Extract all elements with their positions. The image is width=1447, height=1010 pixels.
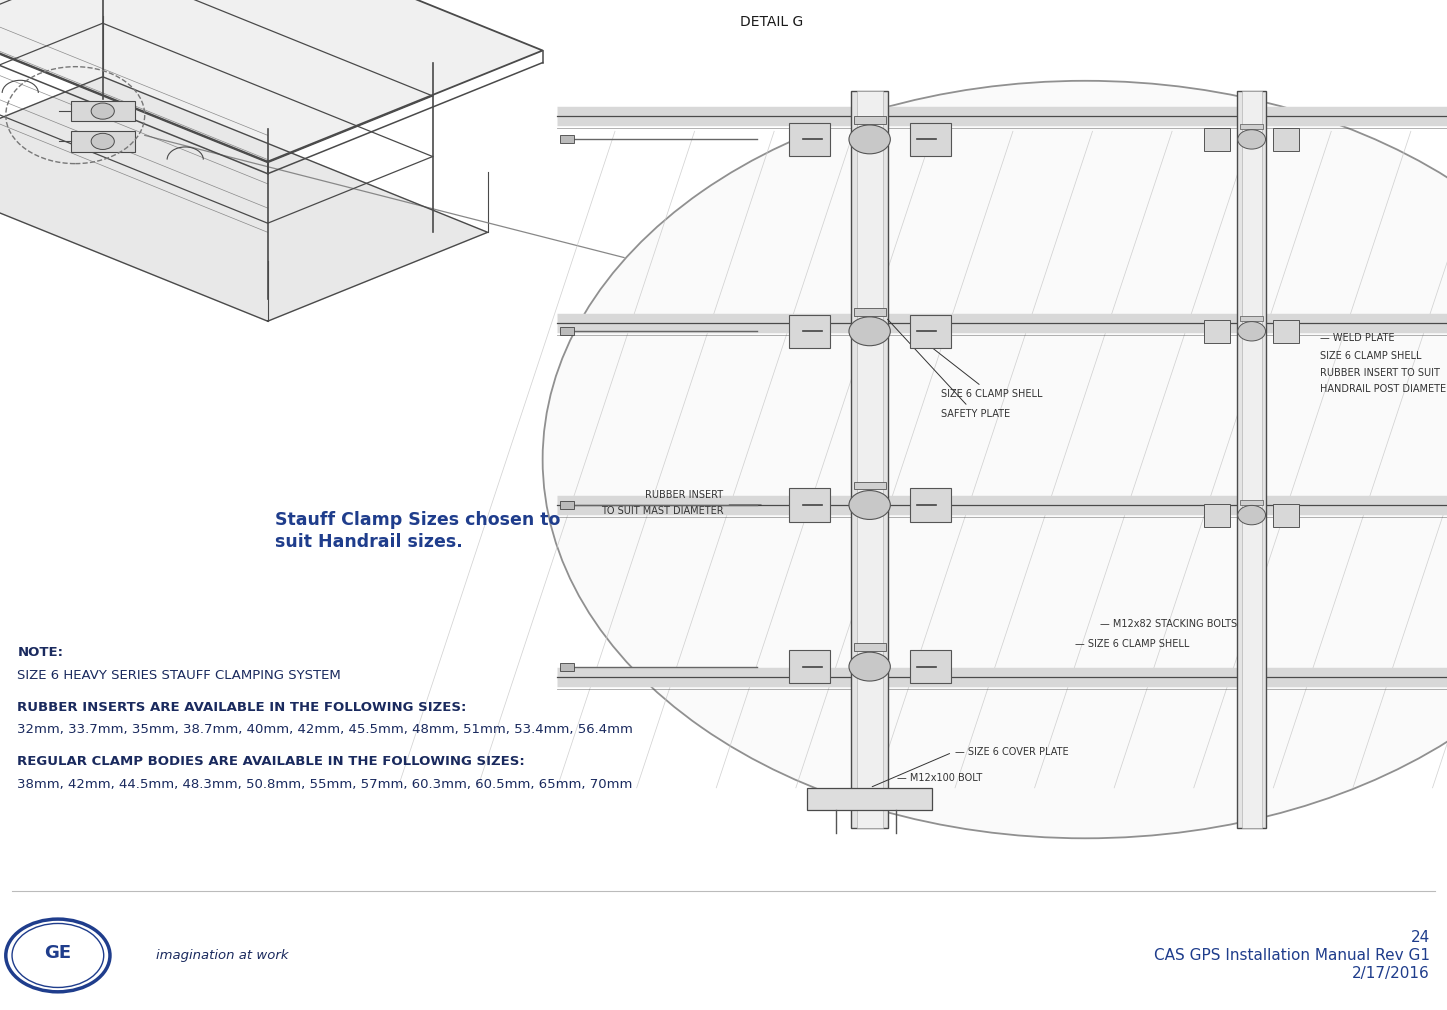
FancyBboxPatch shape <box>910 315 951 347</box>
FancyBboxPatch shape <box>851 91 888 828</box>
Polygon shape <box>0 0 543 162</box>
Text: — SIZE 6 CLAMP SHELL: — SIZE 6 CLAMP SHELL <box>1075 639 1189 649</box>
FancyBboxPatch shape <box>854 482 886 490</box>
Text: RUBBER INSERTS ARE AVAILABLE IN THE FOLLOWING SIZES:: RUBBER INSERTS ARE AVAILABLE IN THE FOLL… <box>17 701 467 714</box>
Polygon shape <box>0 77 488 321</box>
FancyBboxPatch shape <box>1237 91 1266 828</box>
FancyBboxPatch shape <box>71 131 135 152</box>
FancyBboxPatch shape <box>1240 124 1263 129</box>
FancyBboxPatch shape <box>789 650 829 683</box>
Circle shape <box>849 125 890 154</box>
FancyBboxPatch shape <box>1240 500 1263 505</box>
FancyBboxPatch shape <box>560 135 574 143</box>
FancyBboxPatch shape <box>1240 316 1263 321</box>
FancyBboxPatch shape <box>857 91 883 828</box>
Circle shape <box>91 133 114 149</box>
Text: 2/17/2016: 2/17/2016 <box>1351 967 1430 981</box>
Circle shape <box>1237 505 1266 525</box>
FancyBboxPatch shape <box>854 308 886 316</box>
FancyBboxPatch shape <box>560 663 574 671</box>
FancyBboxPatch shape <box>1273 128 1299 150</box>
Text: — M12x100 BOLT: — M12x100 BOLT <box>897 773 983 783</box>
FancyBboxPatch shape <box>1204 128 1230 150</box>
FancyBboxPatch shape <box>560 327 574 335</box>
Circle shape <box>6 919 110 992</box>
FancyBboxPatch shape <box>854 643 886 651</box>
Text: DETAIL G: DETAIL G <box>739 15 803 29</box>
Text: GE: GE <box>45 944 71 963</box>
Text: — WELD PLATE: — WELD PLATE <box>1320 333 1393 343</box>
Text: NOTE:: NOTE: <box>17 646 64 660</box>
FancyBboxPatch shape <box>910 489 951 521</box>
FancyBboxPatch shape <box>560 501 574 509</box>
Circle shape <box>849 652 890 681</box>
Text: TO SUIT MAST DIAMETER: TO SUIT MAST DIAMETER <box>601 506 724 516</box>
Text: 24: 24 <box>1411 930 1430 944</box>
FancyBboxPatch shape <box>789 489 829 521</box>
Circle shape <box>1237 321 1266 341</box>
FancyBboxPatch shape <box>807 788 932 810</box>
Circle shape <box>849 491 890 519</box>
FancyBboxPatch shape <box>1273 320 1299 342</box>
Text: RUBBER INSERT TO SUIT: RUBBER INSERT TO SUIT <box>1320 368 1440 378</box>
Text: 38mm, 42mm, 44.5mm, 48.3mm, 50.8mm, 55mm, 57mm, 60.3mm, 60.5mm, 65mm, 70mm: 38mm, 42mm, 44.5mm, 48.3mm, 50.8mm, 55mm… <box>17 778 632 791</box>
FancyBboxPatch shape <box>789 315 829 347</box>
FancyBboxPatch shape <box>1273 504 1299 526</box>
FancyBboxPatch shape <box>854 116 886 124</box>
Circle shape <box>1237 129 1266 149</box>
FancyBboxPatch shape <box>789 123 829 156</box>
FancyBboxPatch shape <box>910 650 951 683</box>
Text: SIZE 6 HEAVY SERIES STAUFF CLAMPING SYSTEM: SIZE 6 HEAVY SERIES STAUFF CLAMPING SYST… <box>17 669 341 682</box>
Text: SIZE 6 CLAMP SHELL: SIZE 6 CLAMP SHELL <box>1320 350 1421 361</box>
Text: CAS GPS Installation Manual Rev G1: CAS GPS Installation Manual Rev G1 <box>1153 948 1430 963</box>
Text: — M12x82 STACKING BOLTS: — M12x82 STACKING BOLTS <box>1100 619 1237 629</box>
Text: 32mm, 33.7mm, 35mm, 38.7mm, 40mm, 42mm, 45.5mm, 48mm, 51mm, 53.4mm, 56.4mm: 32mm, 33.7mm, 35mm, 38.7mm, 40mm, 42mm, … <box>17 723 634 736</box>
Text: Stauff Clamp Sizes chosen to: Stauff Clamp Sizes chosen to <box>275 511 560 529</box>
FancyBboxPatch shape <box>1242 91 1262 828</box>
Text: suit Handrail sizes.: suit Handrail sizes. <box>275 533 463 551</box>
Text: — SIZE 6 COVER PLATE: — SIZE 6 COVER PLATE <box>955 747 1069 758</box>
Circle shape <box>91 103 114 119</box>
FancyBboxPatch shape <box>1204 320 1230 342</box>
FancyBboxPatch shape <box>71 101 135 121</box>
Text: RUBBER INSERT: RUBBER INSERT <box>645 490 724 500</box>
Text: REGULAR CLAMP BODIES ARE AVAILABLE IN THE FOLLOWING SIZES:: REGULAR CLAMP BODIES ARE AVAILABLE IN TH… <box>17 755 525 769</box>
Text: HANDRAIL POST DIAMETER: HANDRAIL POST DIAMETER <box>1320 384 1447 394</box>
Text: imagination at work: imagination at work <box>156 949 289 962</box>
Text: SAFETY PLATE: SAFETY PLATE <box>887 319 1010 419</box>
Circle shape <box>543 81 1447 838</box>
Text: SIZE 6 CLAMP SHELL: SIZE 6 CLAMP SHELL <box>913 333 1042 399</box>
Circle shape <box>849 317 890 345</box>
FancyBboxPatch shape <box>1204 504 1230 526</box>
FancyBboxPatch shape <box>910 123 951 156</box>
